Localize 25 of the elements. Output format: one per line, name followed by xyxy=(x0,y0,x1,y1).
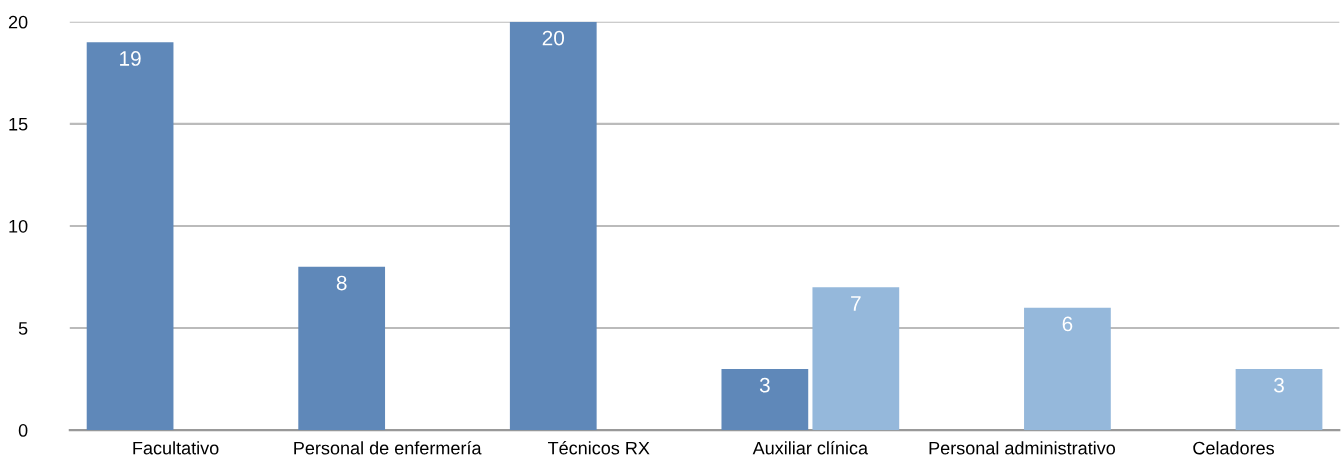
y-tick-label: 15 xyxy=(9,118,28,131)
y-tick-label: 10 xyxy=(9,219,28,233)
x-tick-label: Auxiliar clínica xyxy=(752,441,869,455)
bar xyxy=(812,287,900,431)
bar xyxy=(1235,368,1323,431)
x-tick-label: Técnicos RX xyxy=(547,441,650,455)
data-label: 3 xyxy=(1274,377,1284,393)
bar xyxy=(86,42,174,431)
bar xyxy=(1024,307,1111,431)
x-tick-label: Facultativo xyxy=(133,441,219,455)
y-tick-label: 0 xyxy=(18,424,28,437)
data-label: 6 xyxy=(1062,316,1073,332)
data-label: 8 xyxy=(336,275,347,291)
data-label: 3 xyxy=(759,377,770,393)
y-tick-label: 20 xyxy=(8,15,28,29)
x-tick-label: Celadores xyxy=(1193,441,1275,455)
data-label: 19 xyxy=(120,51,141,66)
y-tick-label: 5 xyxy=(18,322,28,335)
x-tick-label: Personal de enfermería xyxy=(294,441,482,455)
bar xyxy=(298,266,386,431)
x-tick-label: Personal administrativo xyxy=(929,441,1116,455)
bar xyxy=(721,368,809,431)
data-label: 20 xyxy=(542,30,565,46)
bar xyxy=(509,21,597,431)
data-label: 7 xyxy=(851,296,861,311)
